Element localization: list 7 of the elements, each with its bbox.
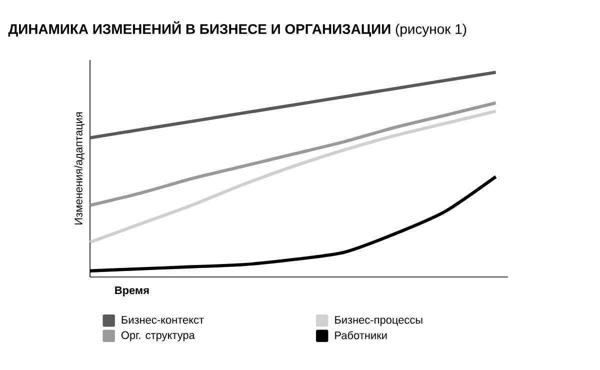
x-axis-title: Время bbox=[115, 286, 149, 296]
y-axis-title: Изменения/адаптация bbox=[74, 112, 84, 224]
legend-label: Работники bbox=[335, 331, 387, 340]
legend-label: Бизнес-контекст bbox=[122, 316, 204, 324]
chart-title: ДИНАМИКА ИЗМЕНЕНИЙ В БИЗНЕСЕ И ОРГАНИЗАЦИИ (рисунок 1) bbox=[8, 21, 466, 37]
legend-label: Орг. структура bbox=[121, 331, 195, 342]
legend-label: Бизнес-процессы bbox=[335, 316, 422, 326]
